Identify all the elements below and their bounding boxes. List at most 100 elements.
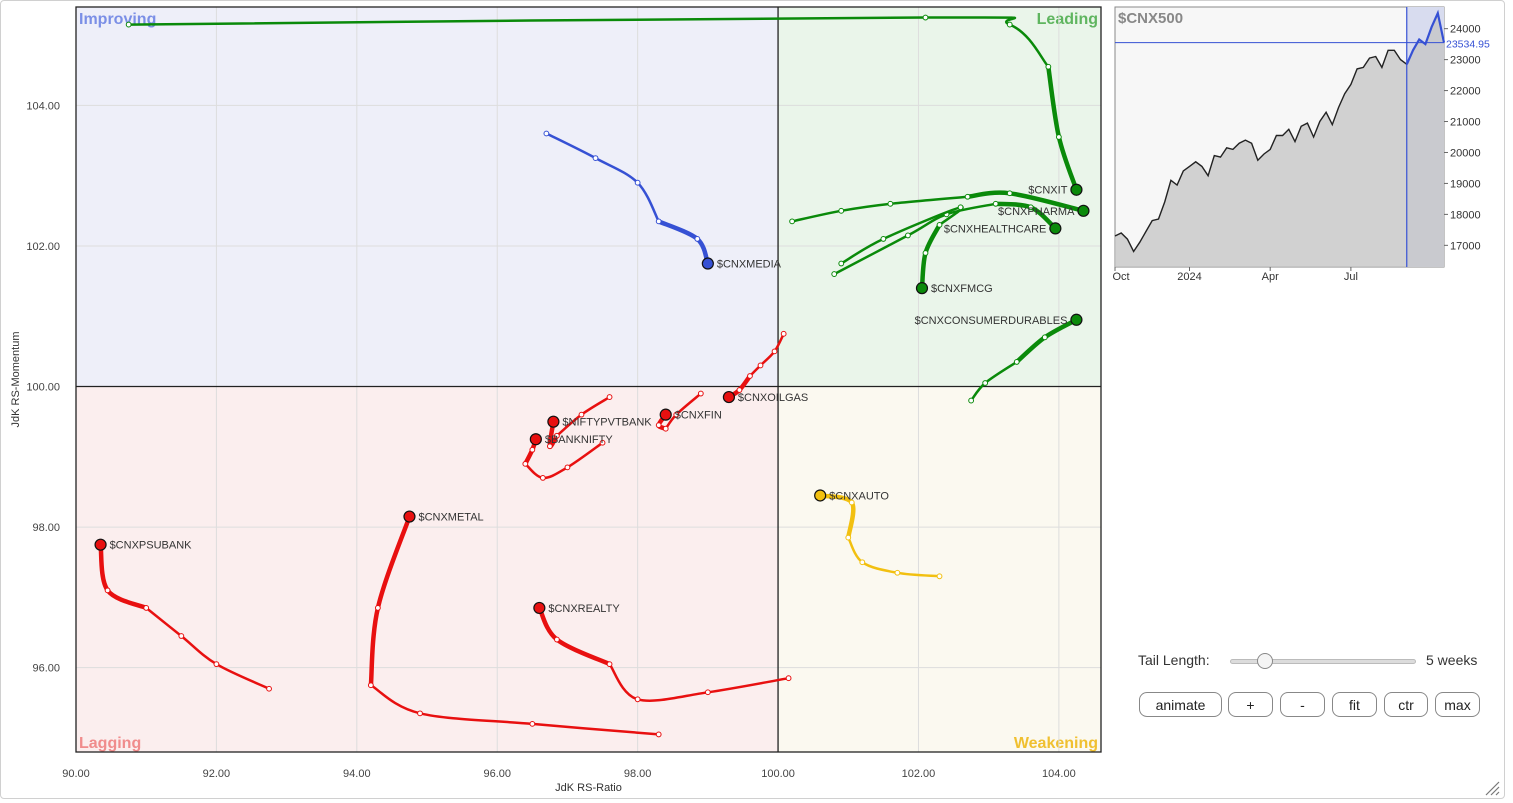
mini-last-value-label: 23534.95: [1446, 39, 1490, 51]
zoom-out-button[interactable]: -: [1280, 692, 1325, 717]
tail-point-cnxmedia: [694, 236, 701, 242]
resize-handle-icon[interactable]: [1484, 780, 1500, 796]
tail-point-cnxfmcg: [936, 221, 943, 228]
tail-point-cnxpsubank: [104, 587, 111, 594]
quadrant-improving: [76, 7, 779, 387]
head-marker-niftypvtbank: [547, 415, 560, 428]
zoom-in-button[interactable]: +: [1228, 692, 1273, 717]
tail-point-cnxmetal: [417, 710, 423, 717]
tail-point-banknifty: [522, 460, 529, 467]
quadrant-label-weakening: Weakening: [1014, 735, 1098, 752]
mini-y-tick-label: 17000: [1450, 240, 1481, 252]
slider-thumb[interactable]: [1257, 653, 1274, 669]
tail-point-cnxauto: [848, 499, 855, 506]
tail-point-banknifty: [539, 474, 546, 481]
fit-button[interactable]: fit: [1332, 692, 1377, 717]
tail-point-niftypvtbank: [578, 411, 585, 418]
tail-point-cnxit: [1006, 21, 1013, 28]
tail-point-cnxmedia: [592, 155, 599, 162]
tail-point-cnxrealty: [785, 675, 792, 682]
tail-point-cnxmetal: [374, 605, 381, 611]
tail-point-cnxpsubank: [266, 685, 272, 692]
tail-point-cnxconsumerdurables: [982, 380, 989, 386]
tail-point-cnxoilgas: [736, 387, 743, 393]
head-marker-banknifty: [529, 433, 542, 446]
mini-y-tick-label: 19000: [1450, 178, 1481, 190]
tail-point-cnxpharma: [887, 200, 894, 207]
tail-point-cnxpsubank: [213, 661, 220, 668]
series-label-cnxfmcg: $CNXFMCG: [931, 283, 993, 295]
tail-point-cnxauto: [894, 569, 901, 576]
x-tick-label: 102.00: [902, 768, 936, 780]
mini-area-fill: [1115, 13, 1444, 268]
slider-track: [1230, 659, 1416, 664]
mini-x-tick-label: Jul: [1344, 271, 1358, 283]
max-button[interactable]: max: [1435, 692, 1480, 717]
tail-length-slider[interactable]: [1230, 653, 1416, 669]
animate-button[interactable]: animate: [1139, 692, 1222, 717]
tail-point-cnxauto: [936, 573, 943, 580]
tail-point-cnxfin: [662, 425, 669, 432]
x-tick-label: 104.00: [1042, 768, 1076, 780]
tail-cnxpsubank: [144, 606, 271, 690]
x-axis-title: JdK RS-Ratio: [555, 782, 622, 794]
head-marker-cnxit: [1070, 183, 1083, 196]
tail-point-cnxfin: [655, 422, 662, 429]
tail-point-niftypvtbank: [554, 432, 560, 439]
tail-point-cnxmedia: [655, 218, 662, 225]
series-label-cnxoilgas: $CNXOILGAS: [738, 392, 808, 404]
tail-cnxmedia: [545, 132, 660, 223]
tail-cnxrealty: [608, 662, 790, 702]
head-marker-cnxmedia: [701, 257, 714, 270]
mini-x-tick-label: Oct: [1112, 271, 1129, 283]
head-marker-cnxrealty: [533, 601, 546, 615]
tail-point-niftypvtbank: [546, 443, 553, 450]
series-label-cnxhealthcare: $CNXHEALTHCARE: [944, 223, 1047, 235]
tail-point-cnxfin: [673, 411, 680, 418]
series-label-niftypvtbank: $NIFTYPVTBANK: [562, 417, 652, 429]
series-label-cnxauto: $CNXAUTO: [829, 490, 889, 502]
head-marker-cnxconsumerdurables: [1070, 313, 1083, 326]
center-button[interactable]: ctr: [1384, 692, 1428, 717]
tail-banknifty: [524, 441, 604, 480]
y-tick-label: 100.00: [26, 382, 60, 394]
x-tick-label: 90.00: [62, 768, 90, 780]
tail-cnxfmcg: [839, 206, 964, 265]
tail-point-cnxoilgas: [757, 362, 764, 369]
head-marker-cnxfin: [659, 408, 672, 421]
series-label-cnxpsubank: $CNXPSUBANK: [110, 540, 193, 552]
mini-price-line: [1114, 49, 1408, 253]
tail-point-cnxmedia: [543, 130, 550, 137]
tail-point-cnxconsumerdurables: [968, 397, 975, 404]
tail-point-cnxauto: [845, 534, 852, 541]
tail-cnxoilgas: [748, 332, 785, 378]
tail-length-value: 5 weeks: [1426, 652, 1478, 668]
tail-point-banknifty: [599, 439, 606, 446]
tail-point-cnxit: [1055, 134, 1062, 140]
head-marker-cnxauto: [814, 489, 827, 502]
tail-point-cnxit: [922, 14, 929, 21]
head-marker-cnxoilgas: [722, 390, 736, 404]
y-tick-label: 104.00: [26, 100, 60, 112]
series-label-cnxfin: $CNXFIN: [675, 410, 722, 422]
plot-border: [75, 6, 1102, 753]
quadrant-weakening: [778, 386, 1101, 752]
tail-length-label: Tail Length:: [1138, 652, 1210, 668]
x-tick-label: 92.00: [203, 768, 231, 780]
tail-point-cnxpsubank: [143, 605, 150, 611]
quadrant-label-lagging: Lagging: [79, 735, 141, 752]
mini-x-tick-label: Apr: [1262, 271, 1279, 283]
tail-point-niftypvtbank: [606, 394, 613, 400]
mini-y-tick-label: 18000: [1450, 209, 1481, 221]
tail-point-cnxconsumerdurables: [1041, 334, 1048, 341]
mini-y-tick-label: 24000: [1450, 24, 1481, 36]
tail-point-cnxauto: [859, 559, 866, 566]
tail-point-cnxpharma: [964, 193, 971, 200]
tail-point-cnxfin: [697, 390, 704, 397]
tail-point-banknifty: [529, 446, 536, 453]
tail-point-cnxfmcg: [957, 204, 964, 211]
y-tick-label: 102.00: [26, 241, 60, 253]
tail-point-cnxhealthcare: [905, 232, 911, 239]
tail-point-cnxhealthcare: [831, 271, 838, 277]
head-marker-cnxfmcg: [915, 282, 929, 295]
